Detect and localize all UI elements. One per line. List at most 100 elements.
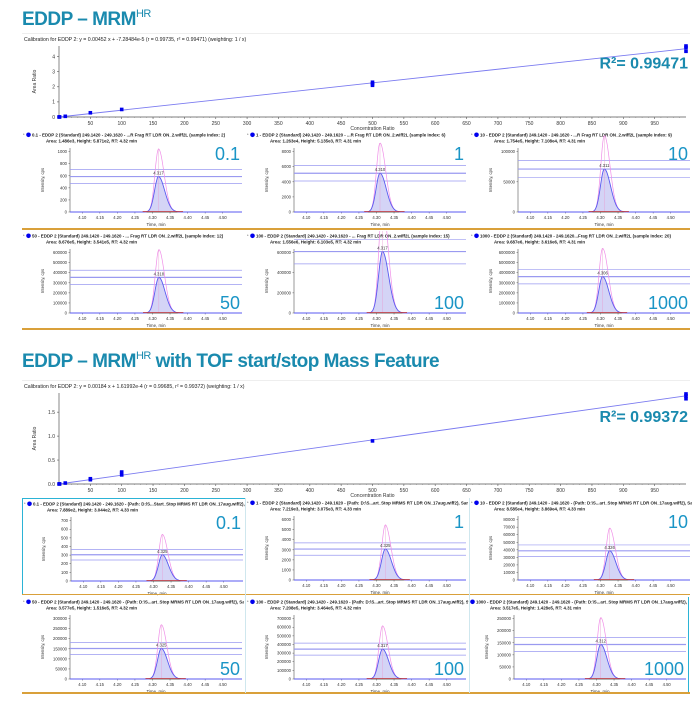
chromatogram-title: 1 - EDDP 2 (Standard) 249.1420 - 249.162… bbox=[256, 501, 468, 506]
x-tick-label: 4.35 bbox=[610, 682, 619, 687]
x-tick-label: 4.20 bbox=[113, 316, 122, 321]
sample-marker-icon bbox=[474, 233, 479, 239]
y-tick-label: 0 bbox=[289, 210, 292, 215]
x-tick-label: 4.30 bbox=[148, 682, 157, 687]
y-tick-label: 600000 bbox=[277, 625, 292, 630]
x-axis-label: Concentration Ratio bbox=[350, 493, 394, 498]
y-tick-label: 0 bbox=[289, 311, 292, 316]
data-point bbox=[88, 476, 93, 481]
x-axis-label: Time, min bbox=[146, 689, 166, 694]
y-axis-label: Intensity, cps bbox=[488, 536, 493, 560]
peak-area bbox=[142, 176, 184, 212]
data-point bbox=[684, 44, 688, 48]
sample-trace bbox=[70, 276, 242, 314]
rt-label: 4.325 bbox=[157, 549, 168, 554]
peak-area bbox=[364, 173, 405, 212]
sample-marker-icon bbox=[26, 599, 31, 605]
x-tick-label: 4.15 bbox=[96, 215, 105, 220]
asterisk: * bbox=[23, 599, 25, 604]
peak-area bbox=[143, 277, 184, 313]
x-tick-label: 4.15 bbox=[544, 583, 553, 588]
x-tick-label: 4.50 bbox=[219, 316, 228, 321]
x-tick-label: 4.45 bbox=[201, 682, 210, 687]
concentration-label: 0.1 bbox=[216, 513, 241, 533]
y-tick-label: 5000 bbox=[282, 527, 292, 532]
chromatogram-1: * 1 - EDDP 2 (Standard) 249.1420 - 249.16… bbox=[246, 498, 496, 595]
chromatogram-svg: * 1000 - EDDP 2 (Standard) 249.1420 - 249… bbox=[471, 233, 690, 328]
y-tick-label: 400000 bbox=[277, 270, 292, 275]
chromatogram-title: 0.1 - EDDP 2 (Standard) 249.1420 - 249.1… bbox=[33, 502, 245, 507]
chromatogram-50: * 50 - EDDP 2 (Standard) 249.1420 - 249.1… bbox=[22, 597, 277, 694]
x-tick-label: 4.35 bbox=[166, 682, 175, 687]
section-title-tof-start-stop: EDDP – MRMHR with TOF start/stop Mass Fe… bbox=[22, 350, 440, 372]
sample-trace bbox=[70, 648, 242, 680]
asterisk: * bbox=[247, 500, 249, 505]
rt-label: 4.318 bbox=[154, 271, 165, 276]
x-tick-label: 4.45 bbox=[425, 215, 434, 220]
y-axis-label: Intensity, cps bbox=[40, 269, 45, 293]
sample-trace bbox=[518, 276, 690, 314]
y-tick-label: 6000 bbox=[282, 164, 292, 169]
asterisk: * bbox=[467, 599, 469, 604]
asterisk: * bbox=[23, 132, 25, 137]
asterisk: * bbox=[471, 500, 473, 505]
x-tick-label: 4.20 bbox=[337, 682, 346, 687]
concentration-label: 50 bbox=[220, 659, 240, 679]
calibration-curve-tof-start-stop: Calibration for EDDP 2: y = 0.00184 x + … bbox=[22, 380, 690, 499]
x-tick-label: 4.35 bbox=[166, 316, 175, 321]
y-tick-label: 10000 bbox=[503, 570, 515, 575]
rt-label: 4.306 bbox=[597, 271, 608, 276]
x-tick-label: 4.20 bbox=[113, 682, 122, 687]
x-tick-label: 4.25 bbox=[355, 583, 364, 588]
rt-label: 4.310 bbox=[375, 167, 386, 172]
y-tick-label: 40000 bbox=[503, 547, 515, 552]
y-tick-label: 0 bbox=[52, 115, 55, 121]
x-tick-label: 4.20 bbox=[557, 682, 566, 687]
chromatogram-svg: * 100 - EDDP 2 (Standard) 249.1420 - 249.… bbox=[247, 203, 466, 328]
y-tick-label: 100000 bbox=[53, 300, 68, 305]
y-tick-label: 0 bbox=[65, 311, 68, 316]
r-squared-label: R²= 0.99471 bbox=[599, 56, 688, 73]
y-tick-label: 250000 bbox=[53, 626, 68, 631]
x-tick-label: 4.50 bbox=[443, 215, 452, 220]
sample-trace bbox=[294, 648, 466, 680]
rt-label: 4.317 bbox=[153, 171, 164, 176]
x-tick-label: 800 bbox=[556, 488, 565, 494]
chromatogram-title: 1000 - EDDP 2 (Standard) 249.1420 - 249.… bbox=[480, 234, 671, 239]
x-axis-label: Time, min bbox=[370, 590, 390, 595]
x-tick-label: 4.40 bbox=[632, 583, 641, 588]
chromatogram-title: 1000 - EDDP 2 (Standard) 249.1420 - 249.… bbox=[476, 600, 688, 605]
chromatogram-svg: * 1 - EDDP 2 (Standard) 249.1420 - 249.16… bbox=[247, 500, 496, 595]
rt-label: 4.325 bbox=[380, 543, 391, 548]
y-tick-label: 4 bbox=[52, 54, 55, 60]
chromatogram-0.1-selected: * 0.1 - EDDP 2 (Standard) 249.1420 - 249.… bbox=[22, 498, 281, 596]
x-tick-label: 4.15 bbox=[97, 584, 106, 589]
divider bbox=[22, 328, 690, 330]
x-axis-label: Time, min bbox=[590, 689, 610, 694]
y-tick-label: 4000000 bbox=[499, 270, 516, 275]
x-tick-label: 4.40 bbox=[632, 215, 641, 220]
x-tick-label: 4.25 bbox=[579, 316, 588, 321]
section-title-mrmhr: EDDP – MRMHR bbox=[22, 8, 151, 30]
asterisk: * bbox=[247, 599, 249, 604]
sample-trace bbox=[518, 168, 690, 213]
concentration-label: 10 bbox=[668, 144, 688, 164]
data-point bbox=[88, 110, 93, 115]
x-tick-label: 950 bbox=[650, 121, 659, 127]
y-tick-label: 0 bbox=[509, 677, 512, 682]
x-tick-label: 150 bbox=[149, 121, 158, 127]
y-tick-label: 500000 bbox=[53, 260, 68, 265]
x-tick-label: 4.35 bbox=[390, 316, 399, 321]
y-tick-label: 20000 bbox=[503, 562, 515, 567]
y-tick-label: 3000000 bbox=[499, 280, 516, 285]
x-tick-label: 4.25 bbox=[131, 316, 140, 321]
x-tick-label: 850 bbox=[588, 121, 597, 127]
peak-info: Area: 8.585e4, Height: 3.869e4, RT: 4.33… bbox=[494, 507, 585, 512]
y-tick-label: 0 bbox=[289, 677, 292, 682]
x-tick-label: 4.10 bbox=[302, 316, 311, 321]
x-tick-label: 350 bbox=[274, 121, 283, 127]
y-tick-label: 400 bbox=[60, 185, 68, 190]
x-axis-label: Time, min bbox=[370, 323, 390, 328]
y-tick-label: 2000000 bbox=[499, 290, 516, 295]
x-tick-label: 4.10 bbox=[526, 316, 535, 321]
